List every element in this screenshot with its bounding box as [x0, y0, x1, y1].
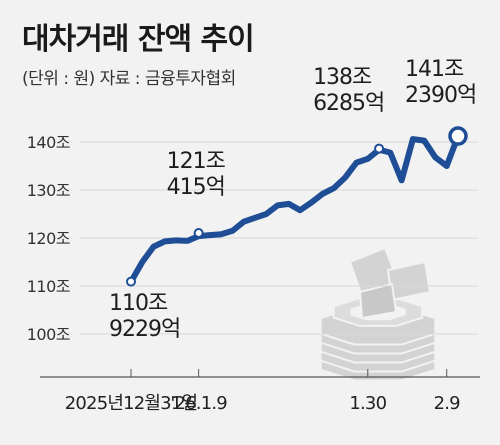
- x-tick-label: 2.9: [434, 393, 461, 414]
- y-tick-label: 110조: [27, 277, 70, 296]
- x-tick-label: 1.30: [349, 393, 386, 414]
- annotation-marker: [374, 143, 385, 154]
- data-point: [141, 261, 144, 263]
- data-point: [164, 240, 166, 243]
- data-point: [434, 156, 437, 159]
- data-point: [412, 138, 414, 140]
- data-point: [186, 240, 189, 242]
- data-label: 141조: [405, 57, 464, 82]
- data-point: [242, 220, 245, 223]
- x-tick-label: '26.1.9: [170, 393, 227, 414]
- annotation-marker: [193, 228, 204, 239]
- data-label: 2390억: [405, 83, 476, 108]
- annotation-marker: [126, 276, 136, 287]
- coin-stack-illustration: [319, 246, 437, 382]
- data-label: 110조: [109, 291, 168, 316]
- data-label: 121조: [167, 149, 226, 174]
- data-point: [445, 165, 448, 167]
- data-label: 9229억: [109, 317, 180, 342]
- x-tick-label: 2025년12월31일: [65, 393, 198, 414]
- y-tick-label: 130조: [27, 181, 70, 200]
- data-point: [366, 158, 369, 160]
- data-point: [152, 245, 155, 248]
- data-point: [231, 230, 234, 232]
- data-label: 6285억: [313, 91, 384, 116]
- data-point: [355, 161, 358, 164]
- data-point: [254, 217, 256, 219]
- data-point: [321, 193, 324, 195]
- data-point: [389, 151, 392, 154]
- data-label: 415억: [167, 175, 225, 200]
- data-point: [220, 233, 223, 235]
- y-tick-label: 100조: [27, 325, 70, 344]
- data-point: [209, 234, 211, 236]
- data-point: [333, 187, 335, 189]
- data-point: [423, 139, 425, 142]
- data-point: [344, 176, 347, 179]
- data-point: [276, 204, 279, 207]
- data-point: [310, 201, 313, 204]
- data-point: [400, 179, 403, 182]
- y-tick-label: 120조: [27, 229, 70, 248]
- data-point: [265, 213, 268, 215]
- data-point: [299, 209, 301, 211]
- data-point: [288, 203, 290, 205]
- data-point: [175, 239, 177, 242]
- annotation-marker: [448, 126, 468, 146]
- data-label: 138조: [313, 65, 372, 90]
- y-tick-label: 140조: [27, 133, 70, 152]
- chart-subtitle: (단위 : 원) 자료 : 금융투자협회: [22, 69, 236, 89]
- series-line: [128, 133, 461, 285]
- chart-title: 대차거래 잔액 추이: [22, 22, 255, 57]
